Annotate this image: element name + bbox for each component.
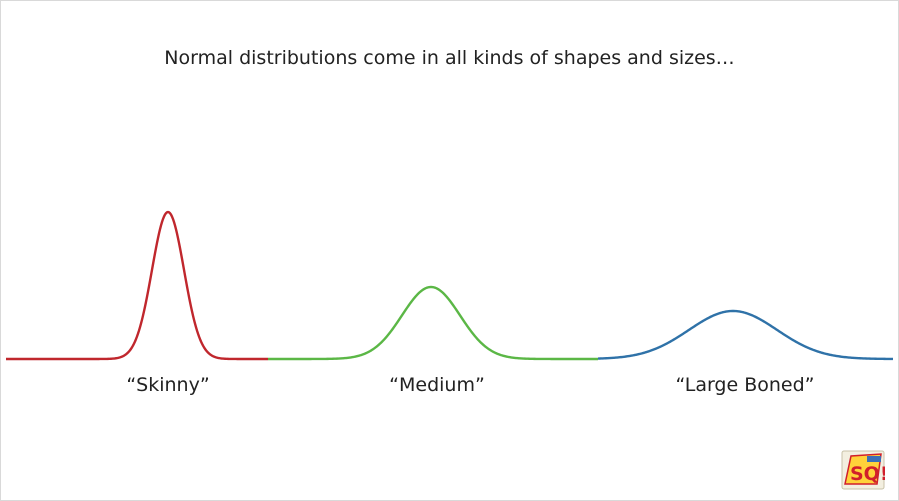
statquest-logo-icon: SQ!	[841, 450, 885, 490]
skinny-label: “Skinny”	[126, 374, 210, 396]
slide-title: Normal distributions come in all kinds o…	[164, 47, 735, 69]
svg-text:SQ!: SQ!	[850, 463, 885, 485]
large-boned-curve	[597, 309, 894, 361]
medium-label: “Medium”	[389, 374, 485, 396]
large-boned-label: “Large Boned”	[675, 374, 815, 396]
medium-curve	[267, 285, 599, 361]
skinny-curve	[5, 210, 269, 361]
